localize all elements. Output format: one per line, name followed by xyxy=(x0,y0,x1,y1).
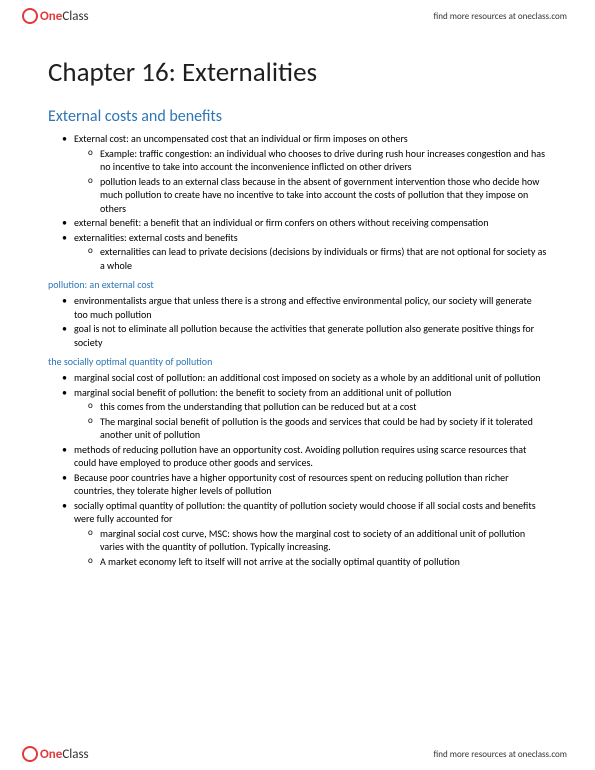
logo-circle-icon xyxy=(22,746,38,762)
list-text: socially optimal quantity of pollution: … xyxy=(74,499,536,526)
sub-list: this comes from the understanding that p… xyxy=(74,400,547,442)
bullet-list: External cost: an uncompensated cost tha… xyxy=(48,132,547,272)
list-item: marginal social cost curve, MSC: shows h… xyxy=(74,527,547,554)
section-heading-3: the socially optimal quantity of polluti… xyxy=(48,355,547,368)
section-heading-2: pollution: an external cost xyxy=(48,278,547,291)
page-title: Chapter 16: Externalities xyxy=(48,56,547,89)
list-item: Because poor countries have a higher opp… xyxy=(48,471,547,498)
list-item: pollution leads to an external class bec… xyxy=(74,175,547,216)
brand-class: Class xyxy=(62,747,88,762)
sub-list: marginal social cost curve, MSC: shows h… xyxy=(74,527,547,569)
brand-one: One xyxy=(40,9,62,24)
brand-class: Class xyxy=(62,9,88,24)
logo-circle-icon xyxy=(22,8,38,24)
list-text: externalities: external costs and benefi… xyxy=(74,231,238,244)
brand-text: OneClass xyxy=(40,9,89,24)
list-item: A market economy left to itself will not… xyxy=(74,555,547,569)
list-item: environmentalists argue that unless ther… xyxy=(48,294,547,321)
brand-text-footer: OneClass xyxy=(40,747,89,762)
brand-logo: OneClass xyxy=(22,8,89,24)
page-header: OneClass find more resources at oneclass… xyxy=(0,0,595,28)
header-link[interactable]: find more resources at oneclass.com xyxy=(434,11,567,22)
section-heading-1: External costs and benefits xyxy=(48,107,547,126)
footer-link[interactable]: find more resources at oneclass.com xyxy=(434,749,567,760)
list-item: socially optimal quantity of pollution: … xyxy=(48,499,547,569)
list-item: Example: traffic congestion: an individu… xyxy=(74,147,547,174)
list-item: External cost: an uncompensated cost tha… xyxy=(48,132,547,215)
bullet-list: environmentalists argue that unless ther… xyxy=(48,294,547,349)
list-item: externalities can lead to private decisi… xyxy=(74,245,547,272)
sub-list: Example: traffic congestion: an individu… xyxy=(74,147,547,216)
list-item: The marginal social benefit of pollution… xyxy=(74,415,547,442)
list-text: marginal social benefit of pollution: th… xyxy=(74,386,451,399)
list-item: methods of reducing pollution have an op… xyxy=(48,443,547,470)
list-item: goal is not to eliminate all pollution b… xyxy=(48,322,547,349)
page-footer: OneClass find more resources at oneclass… xyxy=(0,742,595,770)
list-item: marginal social cost of pollution: an ad… xyxy=(48,371,547,385)
list-text: External cost: an uncompensated cost tha… xyxy=(74,132,408,145)
list-item: external benefit: a benefit that an indi… xyxy=(48,216,547,230)
list-item: externalities: external costs and benefi… xyxy=(48,231,547,273)
brand-one: One xyxy=(40,747,62,762)
brand-logo-footer: OneClass xyxy=(22,746,89,762)
document-body: Chapter 16: Externalities External costs… xyxy=(0,28,595,568)
sub-list: externalities can lead to private decisi… xyxy=(74,245,547,272)
list-item: marginal social benefit of pollution: th… xyxy=(48,386,547,442)
bullet-list: marginal social cost of pollution: an ad… xyxy=(48,371,547,568)
list-item: this comes from the understanding that p… xyxy=(74,400,547,414)
